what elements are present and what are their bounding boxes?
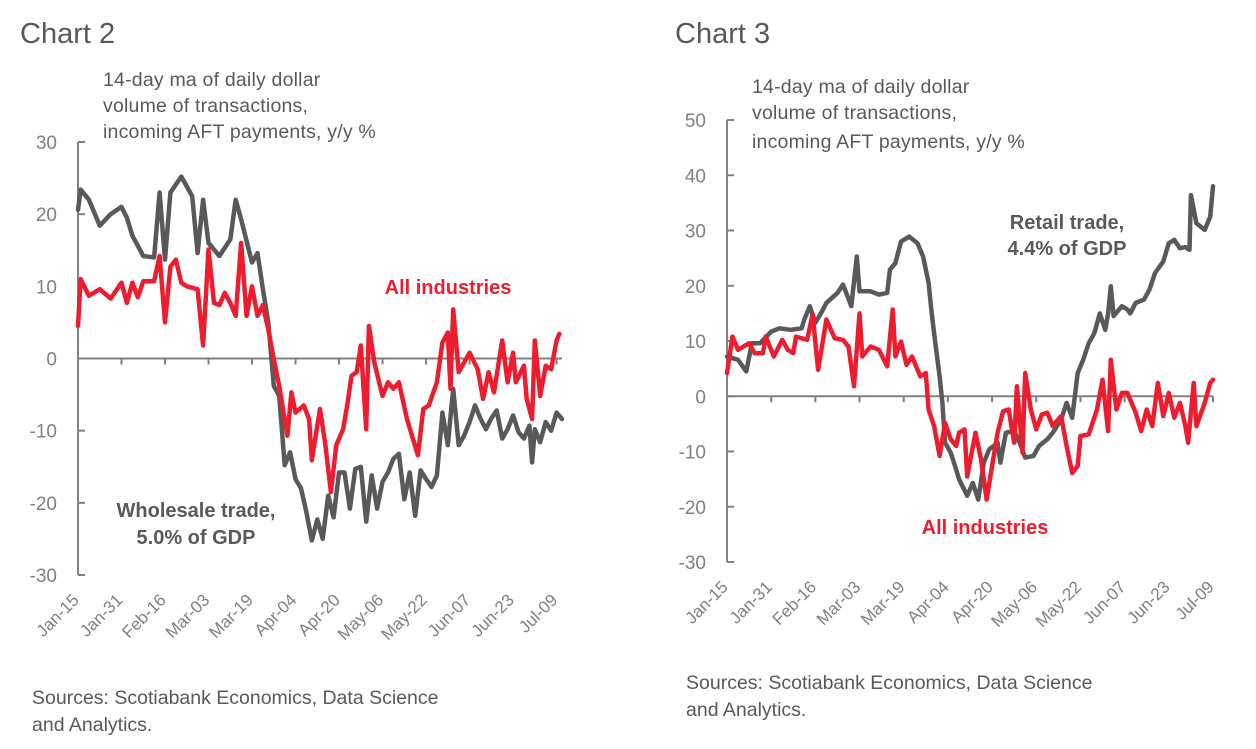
- x-tick-label: Feb-16: [769, 577, 821, 629]
- chart-title: Chart 2: [20, 18, 115, 50]
- y-tick-label: -10: [30, 422, 57, 443]
- y-tick-label: 40: [685, 166, 706, 187]
- x-tick-label: Apr-04: [251, 590, 301, 640]
- y-axis-label-line: 14-day ma of daily dollar: [103, 69, 321, 91]
- annotation-retail-share: 4.4% of GDP: [1008, 238, 1127, 260]
- series-line-sector: [724, 184, 1216, 502]
- series-line-sector: [75, 174, 565, 543]
- y-tick-label: -20: [679, 498, 706, 519]
- y-tick-label: 10: [685, 332, 706, 353]
- chart-3: Chart 3 14-day ma of daily dollar volume…: [675, 18, 1218, 721]
- annotation-all-industries: All industries: [385, 277, 512, 299]
- source-note: and Analytics.: [686, 699, 806, 721]
- y-axis-label-line: incoming AFT payments, y/y %: [103, 121, 376, 143]
- series-lines: [75, 174, 565, 543]
- annotation-all-industries: All industries: [922, 517, 1049, 539]
- x-tick-label: Jan-15: [682, 577, 732, 627]
- x-tick-label: Jul-09: [1172, 577, 1218, 623]
- y-tick-label: -10: [679, 443, 706, 464]
- series-line-all-industries: [75, 240, 562, 495]
- y-tick-label: 30: [685, 222, 706, 243]
- x-tick-label: Jul-09: [515, 590, 561, 636]
- axes: 50403020100-10-20-30Jan-15Jan-31Feb-16Ma…: [679, 111, 1218, 631]
- y-tick-label: 10: [36, 277, 57, 298]
- source-note: Sources: Scotiabank Economics, Data Scie…: [686, 672, 1092, 694]
- x-tick-label: Jun-23: [1123, 577, 1173, 627]
- x-tick-label: Jan-15: [33, 590, 83, 640]
- x-tick-label: Apr-04: [903, 577, 953, 627]
- chart-2: Chart 2 14-day ma of daily dollar volume…: [20, 18, 565, 736]
- annotation-retail-trade: Retail trade,: [1010, 212, 1124, 234]
- y-axis-label-line: 14-day ma of daily dollar: [752, 76, 970, 98]
- x-tick-label: May-06: [988, 577, 1042, 631]
- x-tick-label: Mar-03: [162, 590, 214, 642]
- y-tick-label: 0: [695, 387, 706, 408]
- x-tick-label: Jun-23: [468, 590, 518, 640]
- x-tick-label: Mar-19: [205, 590, 257, 642]
- x-tick-label: Jan-31: [76, 590, 126, 640]
- y-tick-label: 30: [36, 133, 57, 154]
- x-tick-label: Feb-16: [118, 590, 170, 642]
- y-tick-label: 20: [36, 205, 57, 226]
- series-line-all-industries: [724, 307, 1216, 502]
- annotation-wholesale-share: 5.0% of GDP: [137, 527, 256, 549]
- x-tick-label: May-22: [377, 590, 431, 644]
- annotation-wholesale-trade: Wholesale trade,: [117, 500, 276, 522]
- y-axis-label-line: incoming AFT payments, y/y %: [752, 131, 1025, 153]
- y-tick-label: 50: [685, 111, 706, 132]
- y-axis-label-line: volume of transactions,: [103, 95, 308, 117]
- series-lines: [724, 184, 1216, 502]
- x-tick-label: Jan-31: [726, 577, 776, 627]
- source-note: Sources: Scotiabank Economics, Data Scie…: [32, 687, 438, 709]
- y-tick-label: 20: [685, 277, 706, 298]
- x-tick-label: May-06: [334, 590, 388, 644]
- y-tick-label: -20: [30, 494, 57, 515]
- y-tick-label: -30: [30, 566, 57, 587]
- y-tick-label: 0: [46, 350, 57, 371]
- x-tick-label: Jun-07: [424, 590, 474, 640]
- x-tick-label: May-22: [1032, 577, 1086, 631]
- x-tick-label: Mar-03: [813, 577, 865, 629]
- x-tick-label: Jun-07: [1079, 577, 1129, 627]
- y-axis-label-line: volume of transactions,: [752, 102, 957, 124]
- y-tick-label: -30: [679, 553, 706, 574]
- source-note: and Analytics.: [32, 714, 152, 736]
- x-tick-label: Mar-19: [857, 577, 909, 629]
- chart-title: Chart 3: [675, 18, 770, 50]
